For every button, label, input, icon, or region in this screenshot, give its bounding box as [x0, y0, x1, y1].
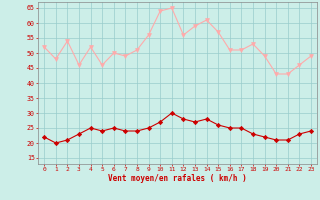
X-axis label: Vent moyen/en rafales ( km/h ): Vent moyen/en rafales ( km/h ) [108, 174, 247, 183]
